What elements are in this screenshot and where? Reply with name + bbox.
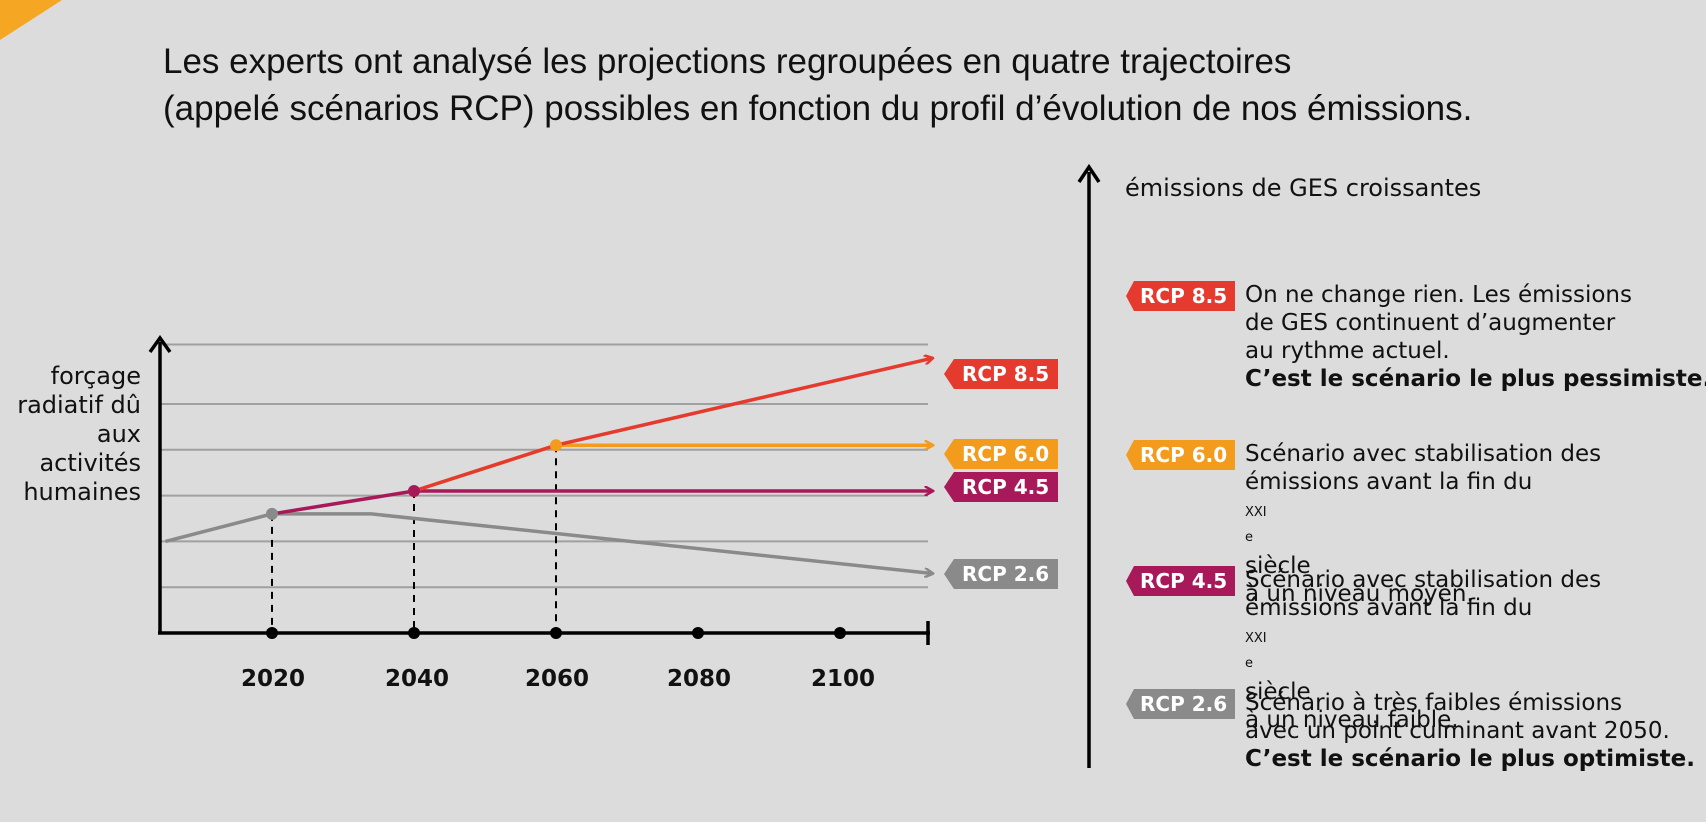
legend-description: Scénario à très faibles émissions avec u… [1245, 689, 1695, 773]
legend-description: On ne change rien. Les émissions de GES … [1245, 281, 1706, 393]
projection-year-dashes [271, 445, 557, 633]
branch-point [266, 507, 278, 520]
legend-line-text: émissions avant la fin du [1245, 469, 1533, 495]
legend-line: On ne change rien. Les émissions [1245, 282, 1632, 308]
emissions-axis-caption: émissions de GES croissantes [1125, 174, 1482, 202]
series-line-rcp60 [413, 445, 932, 493]
legend-line: avec un point culminant avant 2050. [1245, 718, 1670, 744]
series-end-label-rcp45: RCP 4.5 [944, 472, 1059, 502]
gridlines [160, 343, 928, 589]
century-superscript: e [1245, 530, 1253, 545]
y-axis-label-line: activités [39, 449, 141, 477]
y-axis-label: forçage radiatif dû aux activités humain… [0, 362, 141, 507]
legend-tag: RCP 8.5 [1126, 281, 1236, 311]
x-tick-dot [408, 627, 420, 639]
x-tick-dot [834, 627, 846, 639]
legend-line: au rythme actuel. [1245, 338, 1450, 364]
legend-conclusion: C’est le scénario le plus optimiste. [1245, 746, 1696, 772]
branch-point [408, 485, 420, 498]
headline: Les experts ont analysé les projections … [163, 38, 1663, 132]
century-numeral: xxi [1245, 499, 1267, 521]
series-branch-points [266, 439, 562, 520]
series-line-rcp45 [271, 491, 932, 516]
corner-accent-triangle [0, 0, 62, 40]
legend-tag: RCP 6.0 [1126, 440, 1236, 470]
branch-point [550, 439, 562, 452]
y-axis-label-line: radiatif dû [17, 391, 141, 419]
x-tick-label-2040: 2040 [384, 666, 449, 692]
series-end-label-rcp26: RCP 2.6 [944, 559, 1059, 589]
legend-conclusion: C’est le scénario le plus pessimiste. [1245, 366, 1706, 392]
y-axis [148, 334, 172, 633]
legend-line: à un niveau faible. [1245, 707, 1459, 733]
x-tick-dot [550, 627, 562, 639]
y-axis-label-line: humaines [23, 478, 141, 506]
legend-tag: RCP 4.5 [1126, 566, 1236, 596]
legend-tag: RCP 2.6 [1126, 689, 1236, 719]
legend-line: Scénario avec stabilisation des [1245, 567, 1602, 593]
legend-line: à un niveau moyen. [1245, 581, 1474, 607]
x-tick-dot [692, 627, 704, 639]
headline-line-1: Les experts ont analysé les projections … [163, 42, 1292, 81]
legend-line: Scénario à très faibles émissions [1245, 690, 1623, 716]
x-tick-label-2100: 2100 [810, 666, 875, 692]
x-tick-label-2060: 2060 [524, 666, 589, 692]
x-tick-label-2020: 2020 [240, 666, 305, 692]
series-end-label-rcp85: RCP 8.5 [944, 359, 1059, 389]
century-word: siècle [1245, 553, 1311, 579]
series-line-rcp85 [413, 358, 932, 493]
century-numeral: xxi [1245, 625, 1267, 647]
legend-line: de GES continuent d’augmenter [1245, 310, 1616, 336]
century-superscript: e [1245, 656, 1253, 671]
y-axis-label-line: aux [96, 420, 141, 448]
legend-line: émissions avant la fin du xxi e siècle [1245, 594, 1695, 706]
series-end-label-rcp60: RCP 6.0 [944, 439, 1059, 469]
century-word: siècle [1245, 679, 1311, 705]
legend-description: Scénario avec stabilisation des émission… [1245, 566, 1695, 734]
x-tick-label-2080: 2080 [666, 666, 731, 692]
legend-line-text: émissions avant la fin du [1245, 595, 1533, 621]
series-line-rcp26 [165, 512, 933, 574]
headline-line-2: (appelé scénarios RCP) possibles en fonc… [163, 89, 1473, 128]
legend-description: Scénario avec stabilisation des émission… [1245, 440, 1695, 608]
y-axis-label-line: forçage [50, 362, 141, 390]
x-tick-dot [266, 627, 278, 639]
legend-line: émissions avant la fin du xxi e siècle [1245, 468, 1695, 580]
legend-line: Scénario avec stabilisation des [1245, 441, 1602, 467]
emissions-axis [1077, 163, 1101, 768]
x-axis [158, 621, 930, 645]
